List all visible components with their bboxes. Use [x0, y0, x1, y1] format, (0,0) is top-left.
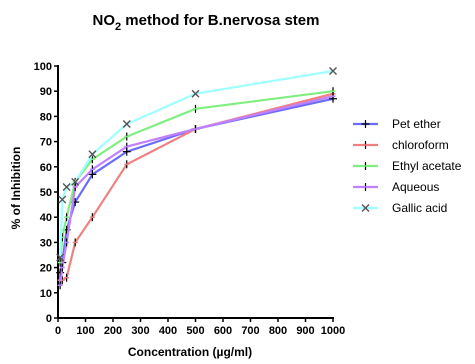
data-point	[122, 119, 131, 128]
legend: Pet ether chloroform Ethyl acetate Aqueous G…	[353, 117, 462, 215]
legend-item: Pet ether	[353, 117, 441, 131]
y-tick-label: 50	[40, 187, 52, 199]
data-point	[56, 268, 65, 277]
data-point	[64, 238, 70, 247]
legend-marker	[363, 141, 368, 149]
legend-label: Ethyl acetate	[392, 159, 462, 173]
data-point	[124, 142, 130, 151]
legend-label: Gallic acid	[392, 201, 447, 215]
x-tick-label: 700	[241, 325, 259, 337]
legend-item: Ethyl acetate	[353, 159, 462, 173]
y-tick-label: 90	[40, 86, 52, 98]
series-line	[59, 69, 334, 258]
data-point	[71, 177, 80, 186]
x-tick-label: 900	[296, 325, 314, 337]
x-tick-label: 1000	[321, 325, 345, 337]
data-point	[64, 273, 70, 282]
chart-title: NO2 method for B.nervosa stem	[92, 12, 319, 33]
data-point	[193, 104, 198, 113]
legend-marker	[363, 183, 368, 191]
data-point	[57, 258, 63, 267]
data-point	[59, 263, 65, 272]
series-line	[59, 90, 334, 263]
y-tick-label: 0	[46, 313, 52, 325]
y-tick-label: 10	[40, 288, 52, 300]
series-pet-ether	[56, 94, 337, 277]
plot-area	[56, 67, 337, 290]
x-tick-label: 400	[159, 325, 177, 337]
series-aqueous	[57, 92, 336, 290]
data-point	[89, 213, 95, 222]
series-line	[59, 95, 334, 286]
data-point	[72, 238, 78, 247]
x-tick-label: 500	[186, 325, 204, 337]
data-point	[62, 182, 71, 191]
series-ethyl-acetate	[57, 87, 336, 267]
y-tick-label: 20	[40, 263, 52, 275]
y-axis-label: % of Inhibition	[9, 147, 23, 230]
series-line	[59, 97, 334, 273]
y-tick-label: 60	[40, 162, 52, 174]
data-point	[191, 89, 200, 98]
x-axis-ticks: 0 100 200 300 400 500 600 700 800 900 1000	[55, 318, 345, 337]
legend-item: Gallic acid	[353, 201, 447, 215]
data-point	[329, 67, 337, 76]
y-tick-label: 70	[40, 137, 52, 149]
x-tick-label: 800	[269, 325, 287, 337]
y-tick-label: 40	[40, 212, 52, 224]
data-point	[88, 150, 97, 159]
data-point	[72, 182, 78, 191]
data-point	[89, 165, 95, 174]
data-point	[89, 155, 95, 164]
data-point	[57, 281, 63, 290]
y-axis-ticks: 0 10 20 30 40 50 60 70 80 90 100	[34, 61, 58, 325]
y-tick-label: 100	[34, 61, 52, 73]
data-point	[56, 253, 65, 262]
legend-label: Pet ether	[392, 117, 441, 131]
x-tick-label: 100	[76, 325, 94, 337]
legend-label: Aqueous	[392, 180, 439, 194]
legend-marker	[361, 120, 370, 128]
series-chloroform	[57, 89, 336, 285]
data-point	[64, 213, 70, 222]
legend-label: chloroform	[392, 138, 449, 152]
x-tick-label: 300	[131, 325, 149, 337]
y-tick-label: 80	[40, 111, 52, 123]
data-point	[124, 132, 130, 141]
x-tick-label: 200	[104, 325, 122, 337]
x-axis-label: Concentration (µg/ml)	[128, 345, 252, 359]
data-point	[124, 160, 130, 169]
legend-marker	[361, 204, 370, 212]
legend-marker	[363, 162, 368, 170]
x-tick-label: 600	[214, 325, 232, 337]
legend-item: chloroform	[353, 138, 449, 152]
legend-item: Aqueous	[353, 180, 439, 194]
y-tick-label: 30	[40, 237, 52, 249]
series-gallic-acid	[56, 67, 337, 262]
data-point	[58, 195, 67, 204]
x-tick-label: 0	[55, 325, 61, 337]
series-line	[60, 92, 334, 282]
data-point	[193, 125, 198, 133]
data-point	[330, 92, 336, 101]
